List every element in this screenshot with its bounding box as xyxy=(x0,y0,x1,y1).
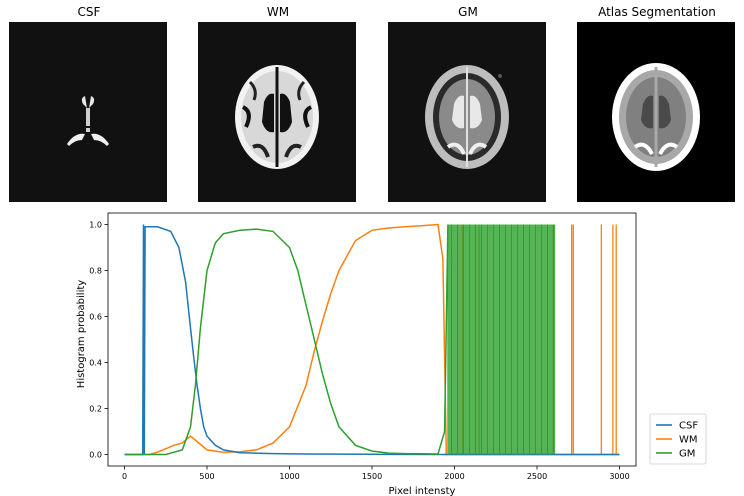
gm-line xyxy=(124,224,449,456)
y-tick-label: 0.2 xyxy=(89,405,102,414)
legend-box xyxy=(649,413,707,465)
csf-line xyxy=(124,224,620,456)
y-tick-label: 0.8 xyxy=(89,267,102,276)
y-tick-label: 0.6 xyxy=(89,313,102,322)
plot-frame xyxy=(107,212,637,467)
x-tick-label: 500 xyxy=(199,472,214,481)
x-tick-label: 2000 xyxy=(444,472,464,481)
x-tick-label: 0 xyxy=(122,472,127,481)
gm-dense-band xyxy=(447,224,556,455)
plot-area: 0 500 1000 1500 2000 2500 3000 0.0 0.2 0.4 0.6 0.8 1… xyxy=(89,212,637,481)
series-group xyxy=(124,223,620,456)
x-tick-label: 2500 xyxy=(527,472,547,481)
y-tick-label: 0.4 xyxy=(89,359,102,368)
y-tick-label: 0.0 xyxy=(89,451,102,460)
csf-panel-title: CSF xyxy=(77,5,101,19)
atlas-image xyxy=(577,22,735,202)
x-tick-label: 1500 xyxy=(362,472,382,481)
atlas-panel-title: Atlas Segmentation xyxy=(598,5,716,19)
x-tick-label: 3000 xyxy=(609,472,629,481)
legend-label-csf: CSF xyxy=(679,421,698,432)
y-tick-label: 1.0 xyxy=(89,221,102,230)
gm-image xyxy=(388,22,546,202)
chart-legend: CSF WM GM xyxy=(649,413,707,465)
x-tick-label: 1000 xyxy=(279,472,299,481)
x-axis-label: Pixel intensty xyxy=(389,486,456,496)
legend-label-gm: GM xyxy=(679,449,695,460)
wm-image xyxy=(198,22,356,202)
wm-panel-title: WM xyxy=(266,5,290,19)
csf-image xyxy=(9,22,167,202)
legend-label-wm: WM xyxy=(679,435,698,446)
y-axis-label: Histogram probability xyxy=(76,280,87,388)
gm-panel-title: GM xyxy=(458,5,478,19)
